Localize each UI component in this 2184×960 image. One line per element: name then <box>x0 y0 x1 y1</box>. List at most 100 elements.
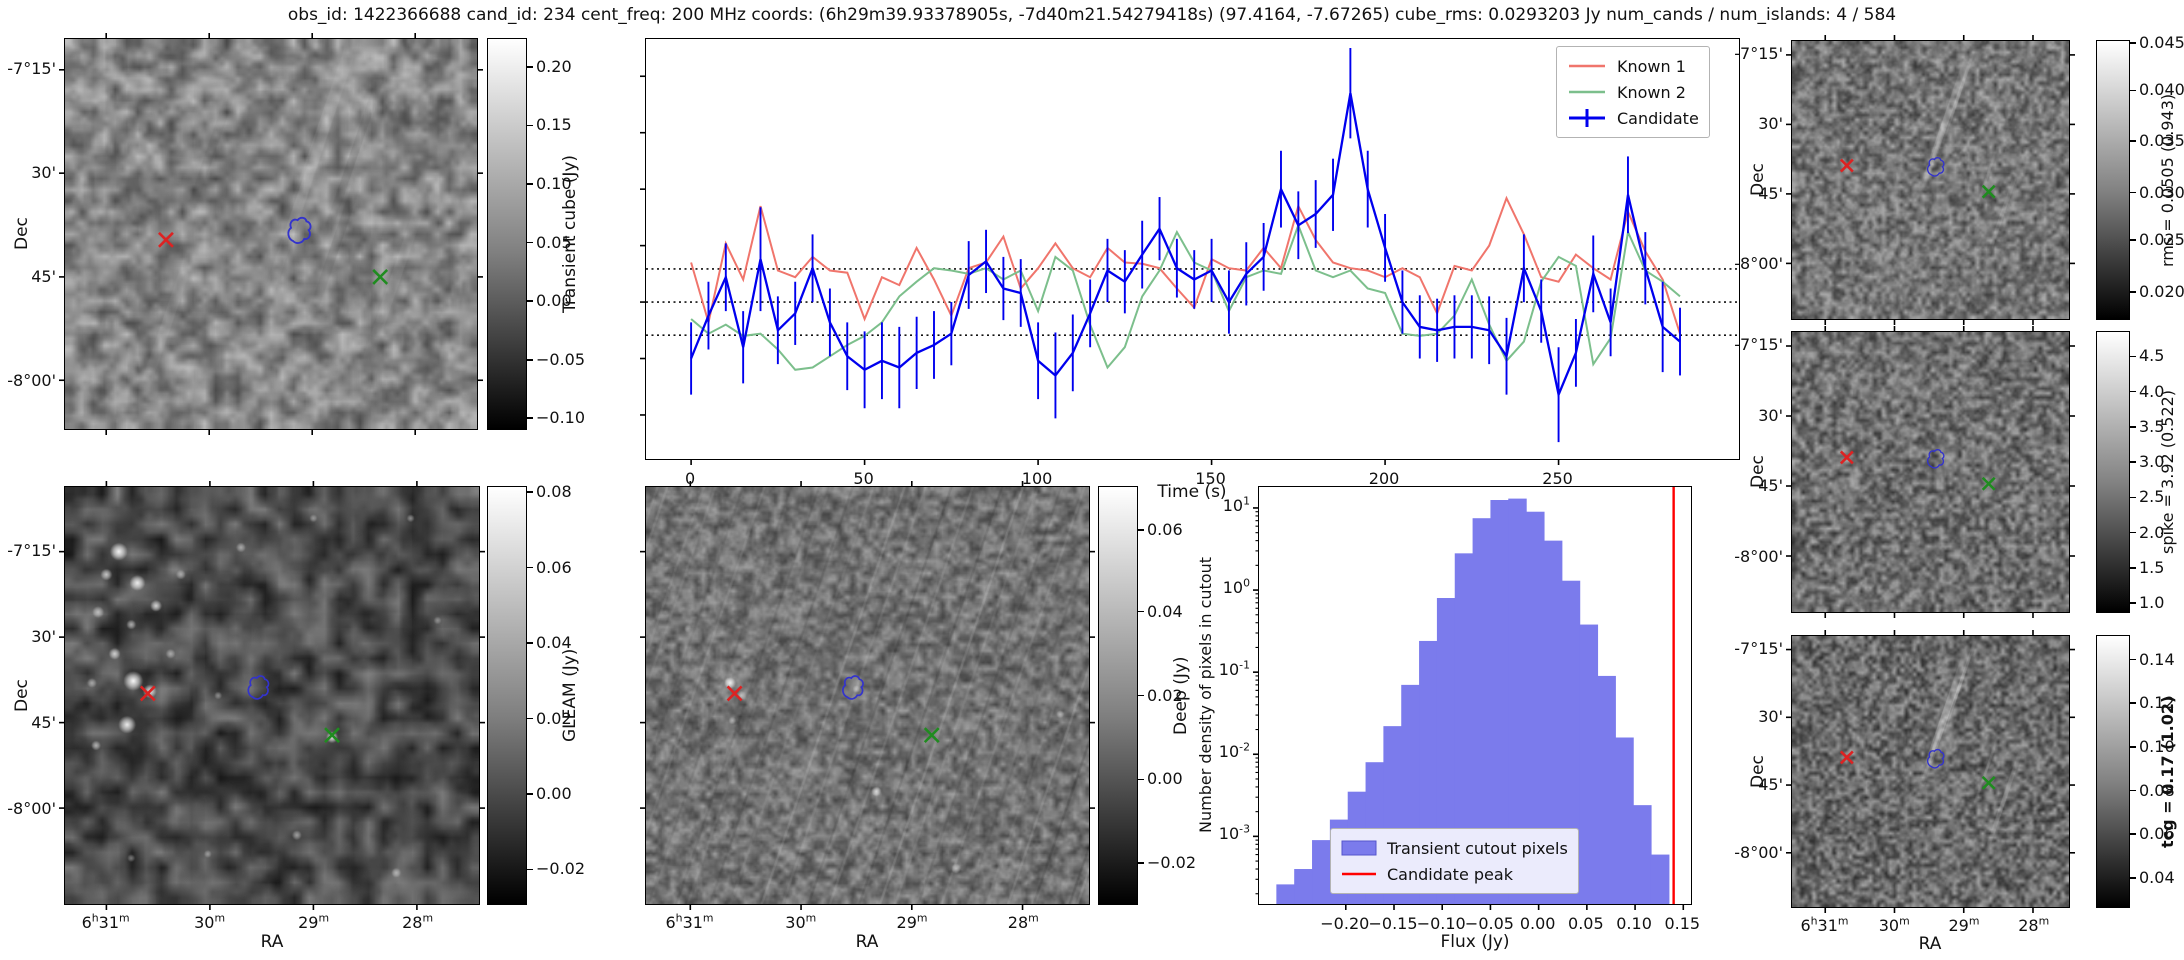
rms-colorbar <box>2096 40 2130 320</box>
transient-cutout-overlay <box>65 39 477 429</box>
colorbar-tick <box>527 793 533 795</box>
dec-tick-label: -7°15' <box>1731 44 1783 63</box>
dec-tick-label: -7°15' <box>4 59 56 78</box>
colorbar-tick-label: 0.04 <box>536 633 572 652</box>
histogram-bar <box>1597 676 1615 904</box>
known2-position-marker <box>1983 777 1995 789</box>
dec-tick-label: -7°15' <box>1731 639 1783 658</box>
ra-tick-label: 29m <box>897 913 928 932</box>
dec-tick-label: 45' <box>4 267 56 286</box>
colorbar-tick-label: 0.15 <box>536 115 572 134</box>
figure-title: obs_id: 1422366688 cand_id: 234 cent_fre… <box>0 5 2184 25</box>
flux-tick-label: −0.10 <box>1417 914 1466 933</box>
colorbar-tick <box>527 869 533 871</box>
colorbar-tick <box>527 718 533 720</box>
colorbar-tick <box>527 300 533 302</box>
legend-label-known1: Known 1 <box>1617 57 1686 76</box>
spike-colorbar <box>2096 331 2130 613</box>
colorbar-tick-label: −0.02 <box>536 859 585 878</box>
gleam-cutout-overlay <box>65 487 479 904</box>
known1-position-marker <box>728 686 742 700</box>
known1-position-marker <box>1841 160 1853 172</box>
colorbar-tick-label: 4.5 <box>2139 346 2164 365</box>
ra-tick-label: 28m <box>402 913 433 932</box>
known1-position-marker <box>141 686 155 700</box>
candidate-island-contour <box>1928 750 1944 768</box>
colorbar-tick <box>2130 877 2136 879</box>
flux-axis-label: Flux (Jy) <box>1440 932 1509 952</box>
ra-axis-label-tcg: RA <box>1919 934 1942 954</box>
flux-tick-label: 0.10 <box>1616 914 1652 933</box>
known2-position-marker <box>1983 186 1995 198</box>
ra-tick-label: 29m <box>298 913 329 932</box>
histogram-bar <box>1312 840 1330 904</box>
dec-tick-label: -8°00' <box>1731 254 1783 273</box>
colorbar-tick-label: 1.0 <box>2139 593 2164 612</box>
ra-tick-label: 29m <box>1948 916 1979 935</box>
time-tick-label: 200 <box>1369 469 1400 488</box>
dec-tick-label: -8°00' <box>4 799 56 818</box>
figure-root: obs_id: 1422366688 cand_id: 234 cent_fre… <box>0 0 2184 960</box>
density-tick-label: 10-2 <box>1206 742 1250 761</box>
histogram-bar <box>1294 869 1312 904</box>
colorbar-tick-label: 0.10 <box>536 174 572 193</box>
dec-tick-label: 45' <box>1731 476 1783 495</box>
colorbar-tick <box>2130 192 2136 194</box>
ra-tick-label: 6h31m <box>1800 916 1848 935</box>
candidate-island-contour <box>1928 158 1944 176</box>
colorbar-tick-label: 0.08 <box>2139 781 2175 800</box>
colorbar-tick-label: 0.035 <box>2139 131 2184 150</box>
colorbar-tick <box>2130 497 2136 499</box>
gleam-colorbar <box>487 486 527 905</box>
known1-position-marker <box>1841 751 1853 763</box>
known1-position-marker <box>159 233 173 247</box>
transient-cutout-panel <box>64 38 478 430</box>
time-tick-label: 0 <box>685 469 695 488</box>
density-tick-label: 10-3 <box>1206 824 1250 843</box>
dec-tick-label: -7°15' <box>1731 335 1783 354</box>
colorbar-tick-label: 0.04 <box>1147 602 1183 621</box>
legend-row-known2: Known 2 <box>1567 79 1699 105</box>
gleam-colorbar-label: GLEAM (Jy) <box>560 486 580 905</box>
flux-tick-label: −0.05 <box>1465 914 1514 933</box>
deep-colorbar <box>1098 486 1138 905</box>
ra-axis-label-deep: RA <box>856 932 879 952</box>
histogram-bar <box>1633 805 1651 904</box>
colorbar-tick <box>527 183 533 185</box>
known2-position-marker <box>373 270 387 284</box>
colorbar-tick <box>1138 862 1144 864</box>
colorbar-tick <box>1138 529 1144 531</box>
flux-tick-label: 0.05 <box>1568 914 1604 933</box>
colorbar-tick <box>527 66 533 68</box>
dec-tick-label: -8°00' <box>1731 843 1783 862</box>
colorbar-tick <box>2130 90 2136 92</box>
time-tick-label: 100 <box>1022 469 1053 488</box>
cutout-pixels-swatch <box>1341 840 1377 856</box>
legend-label-candidate-peak: Candidate peak <box>1387 865 1513 884</box>
colorbar-tick-label: 0.20 <box>536 57 572 76</box>
dec-axis-label-spike: Dec <box>1748 331 1768 613</box>
ra-tick-label: 28m <box>1008 913 1039 932</box>
density-tick-label: 101 <box>1206 496 1250 515</box>
colorbar-tick-label: 0.00 <box>536 291 572 310</box>
histogram-bar <box>1580 625 1598 904</box>
colorbar-tick-label: 1.5 <box>2139 558 2164 577</box>
legend-row-candidate-peak: Candidate peak <box>1341 861 1568 887</box>
dec-tick-label: 45' <box>1731 775 1783 794</box>
colorbar-tick <box>2130 426 2136 428</box>
colorbar-tick <box>2130 702 2136 704</box>
colorbar-tick <box>1138 611 1144 613</box>
ra-tick-label: 28m <box>2018 916 2049 935</box>
candidate-island-contour <box>843 676 863 699</box>
colorbar-tick <box>2130 659 2136 661</box>
density-tick-label: 100 <box>1206 578 1250 597</box>
dec-tick-label: -8°00' <box>4 371 56 390</box>
density-tick-label: 10-1 <box>1206 660 1250 679</box>
dec-tick-label: -7°15' <box>4 541 56 560</box>
ra-tick-label: 30m <box>1879 916 1910 935</box>
tcg-cutout-panel <box>1791 635 2070 908</box>
colorbar-tick <box>527 125 533 127</box>
known1-line-swatch <box>1567 62 1607 70</box>
colorbar-tick <box>2130 567 2136 569</box>
legend-label-known2: Known 2 <box>1617 83 1686 102</box>
